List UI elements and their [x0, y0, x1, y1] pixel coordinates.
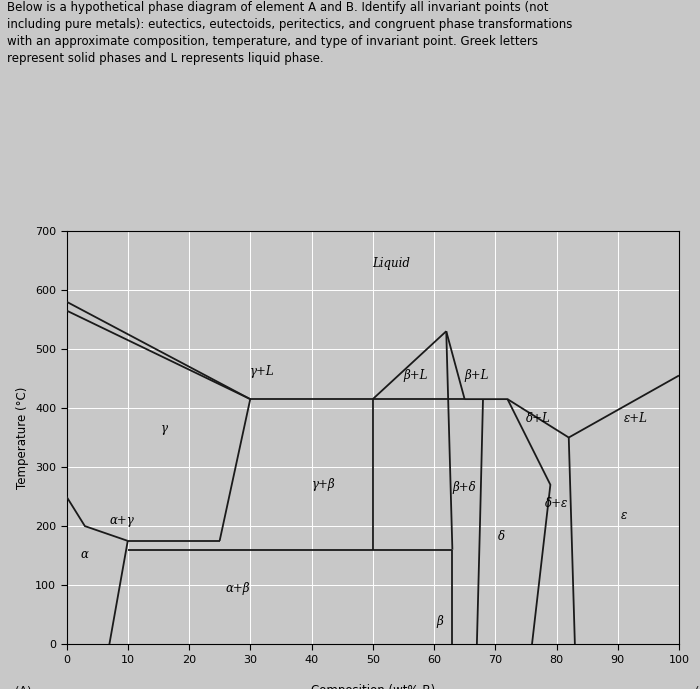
- Text: Below is a hypothetical phase diagram of element A and B. Identify all invariant: Below is a hypothetical phase diagram of…: [7, 1, 573, 65]
- Text: γ+β: γ+β: [312, 478, 335, 491]
- Text: α+β: α+β: [225, 582, 251, 595]
- Text: β+L: β+L: [403, 369, 428, 382]
- X-axis label: Composition (wt% B): Composition (wt% B): [311, 684, 435, 689]
- Text: α: α: [81, 548, 89, 561]
- Text: β+δ: β+δ: [453, 481, 477, 494]
- Text: β: β: [437, 615, 444, 628]
- Text: δ+L: δ+L: [526, 412, 550, 425]
- Text: γ+L: γ+L: [250, 365, 275, 378]
- Text: β+L: β+L: [465, 369, 489, 382]
- Text: ε: ε: [621, 509, 627, 522]
- Text: (B): (B): [695, 686, 700, 689]
- Text: ε+L: ε+L: [624, 412, 648, 425]
- Text: δ: δ: [498, 531, 505, 543]
- Text: γ: γ: [161, 422, 168, 435]
- Text: Liquid: Liquid: [372, 257, 410, 270]
- Text: α+γ: α+γ: [109, 514, 134, 526]
- Y-axis label: Temperature (°C): Temperature (°C): [16, 387, 29, 489]
- Text: δ+ε: δ+ε: [545, 497, 568, 510]
- Text: (A): (A): [15, 686, 32, 689]
